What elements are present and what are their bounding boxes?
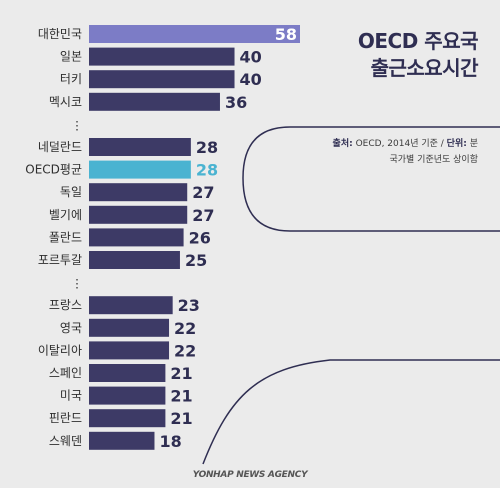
gap-marker: ⋮	[71, 118, 83, 132]
value-label: 22	[174, 341, 196, 360]
bar	[89, 47, 235, 66]
bar	[89, 386, 166, 405]
category-label: 폴란드	[49, 230, 82, 244]
category-label: 벨기에	[49, 208, 82, 222]
bar	[89, 138, 191, 156]
value-label: 58	[275, 25, 297, 44]
category-label: 스웨덴	[49, 434, 82, 448]
chart-title-line-1: OECD 주요국	[357, 29, 479, 53]
source-label: 출처:	[332, 139, 353, 149]
bar	[89, 251, 180, 269]
bar	[89, 25, 300, 43]
bar	[89, 205, 188, 224]
bar	[89, 228, 184, 247]
category-label: 핀란드	[49, 411, 82, 425]
category-label: 미국	[60, 389, 82, 403]
value-label: 23	[178, 296, 200, 315]
value-label: 27	[192, 183, 214, 202]
category-label: 대한민국	[38, 27, 82, 41]
baseline-year-note: 국가별 기준년도 상이함	[389, 155, 478, 165]
value-label: 26	[189, 228, 211, 247]
bar	[89, 70, 235, 89]
unit-text: 분	[469, 139, 478, 149]
bar	[89, 183, 188, 202]
chart-title-line-2: 출근소요시간	[370, 56, 479, 80]
category-label: 프랑스	[49, 298, 82, 312]
bar	[89, 341, 170, 360]
category-label: 이탈리아	[38, 343, 82, 357]
category-label: 멕시코	[49, 95, 82, 109]
unit-label: 단위:	[446, 139, 467, 149]
source-text: OECD, 2014년 기준 /	[355, 139, 447, 149]
source-note: 출처: OECD, 2014년 기준 / 단위: 분	[333, 136, 478, 149]
value-label: 28	[196, 138, 218, 157]
category-label: 일본	[60, 50, 82, 64]
value-label: 21	[170, 387, 192, 406]
value-label: 18	[159, 432, 181, 451]
bar	[89, 92, 220, 111]
category-label: 독일	[60, 185, 82, 199]
bar	[89, 318, 170, 337]
category-label: 포르투갈	[38, 253, 82, 267]
bar	[89, 409, 166, 428]
agency-credit: YONHAP NEWS AGENCY	[192, 470, 308, 480]
value-label: 27	[192, 206, 214, 225]
category-label: 네덜란드	[38, 140, 82, 154]
category-label: 터키	[60, 72, 82, 86]
category-label: 영국	[60, 321, 82, 335]
gap-marker: ⋮	[71, 277, 83, 291]
value-label: 25	[185, 251, 207, 270]
bar	[89, 431, 155, 450]
category-label: OECD평균	[25, 163, 82, 177]
value-label: 21	[170, 364, 192, 383]
value-label: 40	[240, 48, 262, 67]
value-label: 22	[174, 319, 196, 338]
category-label: 스페인	[49, 366, 82, 380]
bar	[89, 364, 166, 382]
bar	[89, 296, 173, 315]
decorative-curve	[202, 126, 500, 465]
value-label: 36	[225, 93, 247, 112]
bar	[89, 160, 191, 179]
value-label: 28	[196, 161, 218, 180]
value-label: 40	[240, 70, 262, 89]
value-label: 21	[170, 409, 192, 428]
